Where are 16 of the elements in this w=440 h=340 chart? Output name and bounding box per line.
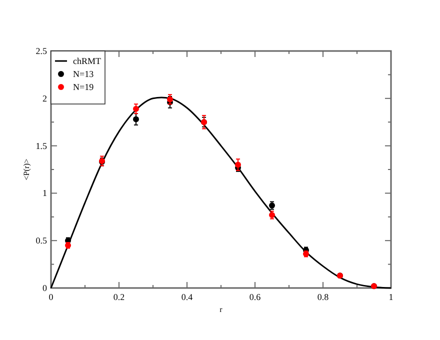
x-tick-label: 0.4 (181, 292, 194, 302)
y-tick-label: 2.5 (36, 46, 48, 56)
y-tick-label: 0 (42, 283, 48, 293)
x-tick-label: 1 (388, 292, 394, 302)
x-tick-label: 0.6 (249, 292, 262, 302)
x-axis-title: r (220, 305, 223, 314)
y-tick-label: 0.5 (36, 236, 48, 246)
y-tick-label: 2 (42, 93, 47, 104)
legend-label: N=19 (73, 82, 94, 92)
y-tick-label: 1 (42, 188, 47, 198)
x-tick-label: 0.2 (113, 292, 125, 302)
y-tick-label: 1.5 (36, 140, 48, 151)
x-tick-label: 0.8 (317, 292, 330, 302)
y-axis-title: <P(r)> (22, 158, 31, 180)
legend-label: chRMT (73, 56, 102, 66)
legend-label: N=13 (73, 69, 94, 79)
